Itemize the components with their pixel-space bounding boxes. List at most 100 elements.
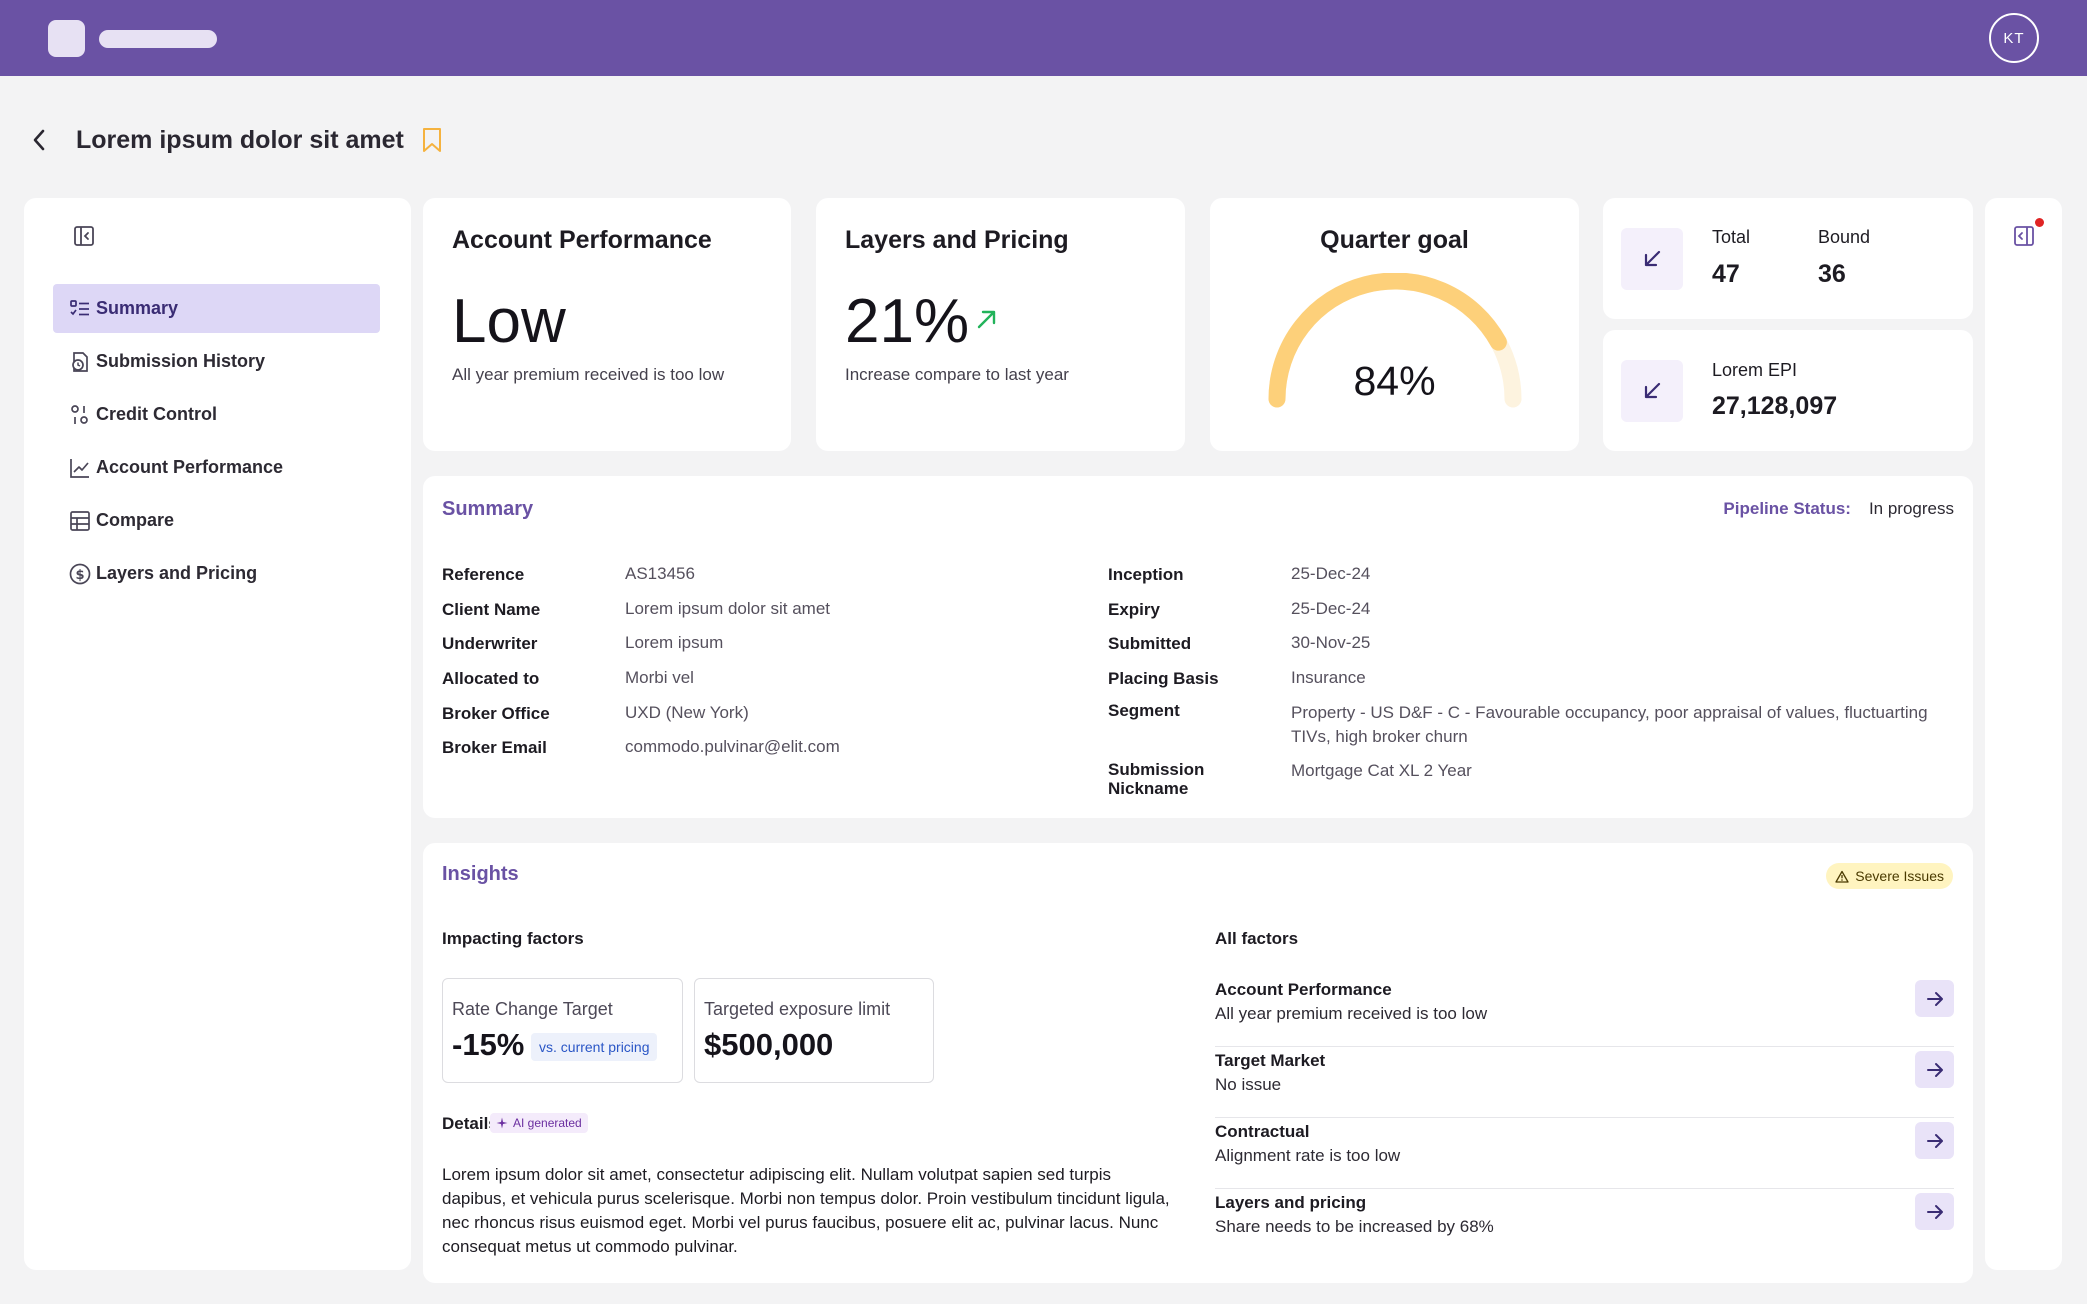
field-label: Inception bbox=[1108, 565, 1184, 584]
metric-value: -15% bbox=[452, 1027, 525, 1062]
sidebar-item-summary[interactable]: Summary bbox=[53, 284, 380, 333]
back-arrow-icon[interactable] bbox=[32, 128, 56, 152]
arrow-down-left-icon bbox=[1621, 360, 1683, 422]
all-factors-title: All factors bbox=[1215, 929, 1299, 948]
field-value: 25-Dec-24 bbox=[1291, 564, 1371, 583]
card-title: Quarter goal bbox=[1320, 226, 1469, 254]
factor-subtitle: All year premium received is too low bbox=[1215, 1004, 1488, 1023]
open-side-panel-icon[interactable] bbox=[2012, 224, 2036, 248]
field-label: Underwriter bbox=[442, 634, 538, 653]
impacting-factors-title: Impacting factors bbox=[442, 929, 584, 948]
pipeline-status-value: In progress bbox=[1868, 499, 1954, 518]
field-label: Placing Basis bbox=[1108, 669, 1219, 688]
pipeline-status-label: Pipeline Status: bbox=[1723, 499, 1851, 518]
totals-card: Total 47 Bound 36 bbox=[1603, 198, 1973, 319]
section-title: Insights bbox=[442, 863, 519, 885]
factor-title: Layers and pricing bbox=[1215, 1193, 1367, 1212]
factor-row-target-market: Target Market No issue bbox=[1215, 1048, 1954, 1118]
sparkle-icon bbox=[496, 1117, 508, 1129]
factor-subtitle: No issue bbox=[1215, 1075, 1282, 1094]
bound-value: 36 bbox=[1818, 260, 1846, 288]
sidebar-item-compare[interactable]: Compare bbox=[53, 496, 380, 545]
sidebar: Summary Submission History Credit Contro… bbox=[24, 198, 411, 1270]
arrow-right-icon bbox=[1926, 1204, 1943, 1219]
insights-panel: Insights Severe Issues Impacting factors… bbox=[423, 843, 1973, 1283]
factor-row-account-performance: Account Performance All year premium rec… bbox=[1215, 977, 1954, 1047]
field-label: Reference bbox=[442, 565, 525, 584]
details-paragraph: Lorem ipsum dolor sit amet, consectetur … bbox=[442, 1165, 1170, 1256]
quarter-goal-value: 84% bbox=[1353, 358, 1436, 404]
severe-issues-badge: Severe Issues bbox=[1826, 863, 1953, 889]
open-factor-button[interactable] bbox=[1915, 980, 1954, 1017]
rate-change-target-card: Rate Change Target -15% vs. current pric… bbox=[442, 978, 683, 1083]
page-title: Lorem ipsum dolor sit amet bbox=[76, 125, 404, 154]
field-label: Segment bbox=[1108, 701, 1180, 720]
account-performance-card: Account Performance Low All year premium… bbox=[423, 198, 791, 451]
field-label: Client Name bbox=[442, 600, 541, 619]
badge-label: Severe Issues bbox=[1855, 868, 1944, 884]
quarter-goal-gauge bbox=[1268, 273, 1522, 408]
history-icon bbox=[68, 350, 92, 374]
epi-card: Lorem EPI 27,128,097 bbox=[1603, 330, 1973, 451]
ai-generated-chip: AI generated bbox=[490, 1113, 588, 1133]
details-title: Details bbox=[442, 1114, 498, 1133]
field-value: 30-Nov-25 bbox=[1291, 633, 1371, 652]
open-factor-button[interactable] bbox=[1915, 1193, 1954, 1230]
summary-list-icon bbox=[68, 297, 92, 321]
sidebar-item-account-performance[interactable]: Account Performance bbox=[53, 443, 380, 492]
sidebar-item-submission-history[interactable]: Submission History bbox=[53, 337, 380, 386]
field-value: Property - US D&F - C - Favourable occup… bbox=[1291, 703, 1928, 746]
field-label: Expiry bbox=[1108, 600, 1160, 619]
card-subtitle: Increase compare to last year bbox=[845, 365, 1069, 384]
sidebar-item-label: Credit Control bbox=[96, 404, 217, 424]
factor-subtitle: Alignment rate is too low bbox=[1215, 1146, 1401, 1165]
pricing-percent-value: 21% bbox=[845, 287, 970, 356]
warning-triangle-icon bbox=[1835, 870, 1849, 883]
page-header: Lorem ipsum dolor sit amet bbox=[32, 122, 444, 158]
factor-title: Account Performance bbox=[1215, 980, 1392, 999]
performance-value: Low bbox=[452, 287, 566, 356]
open-factor-button[interactable] bbox=[1915, 1051, 1954, 1088]
user-avatar[interactable]: KT bbox=[1989, 13, 2039, 63]
field-value: AS13456 bbox=[625, 564, 695, 583]
app-logo[interactable] bbox=[48, 20, 85, 57]
sidebar-item-label: Layers and Pricing bbox=[96, 563, 258, 583]
open-factor-button[interactable] bbox=[1915, 1122, 1954, 1159]
field-value: UXD (New York) bbox=[625, 703, 749, 722]
arrow-down-left-icon bbox=[1621, 228, 1683, 290]
bookmark-icon[interactable] bbox=[422, 126, 444, 154]
comparison-chip: vs. current pricing bbox=[531, 1033, 658, 1061]
section-title: Summary bbox=[442, 498, 534, 520]
factor-row-layers-and-pricing: Layers and pricing Share needs to be inc… bbox=[1215, 1190, 1954, 1260]
trend-up-arrow-icon bbox=[974, 306, 1000, 332]
field-value: Lorem ipsum dolor sit amet bbox=[625, 599, 831, 618]
sidebar-item-label: Account Performance bbox=[96, 457, 284, 477]
field-value: commodo.pulvinar@elit.com bbox=[625, 737, 840, 756]
field-label: Submission Nickname bbox=[1108, 760, 1205, 798]
top-bar: KT bbox=[0, 0, 2087, 76]
gauge-fill bbox=[1268, 273, 1507, 408]
metric-value: $500,000 bbox=[704, 1027, 834, 1062]
card-subtitle: All year premium received is too low bbox=[452, 365, 725, 384]
line-chart-icon bbox=[68, 456, 92, 480]
bound-label: Bound bbox=[1818, 227, 1871, 247]
sidebar-item-layers-and-pricing[interactable]: $ Layers and Pricing bbox=[53, 549, 380, 598]
pipeline-status: Pipeline Status: In progress bbox=[1723, 499, 1954, 519]
field-value: Lorem ipsum bbox=[625, 633, 724, 652]
sidebar-item-label: Submission History bbox=[96, 351, 266, 371]
summary-panel: Summary Pipeline Status: In progress Ref… bbox=[423, 476, 1973, 818]
arrow-right-icon bbox=[1926, 991, 1943, 1006]
collapse-sidebar-icon[interactable] bbox=[72, 224, 96, 248]
field-value: Insurance bbox=[1291, 668, 1366, 687]
table-icon bbox=[68, 509, 92, 533]
sidebar-item-credit-control[interactable]: Credit Control bbox=[53, 390, 380, 439]
card-title: Layers and Pricing bbox=[845, 226, 1069, 254]
arrow-right-icon bbox=[1926, 1062, 1943, 1077]
dollar-circle-icon: $ bbox=[68, 562, 92, 586]
field-label: Submitted bbox=[1108, 634, 1192, 653]
factor-row-contractual: Contractual Alignment rate is too low bbox=[1215, 1119, 1954, 1189]
total-value: 47 bbox=[1712, 260, 1740, 288]
field-label: Broker Office bbox=[442, 704, 550, 723]
chip-label: AI generated bbox=[513, 1116, 582, 1130]
field-label: Allocated to bbox=[442, 669, 540, 688]
